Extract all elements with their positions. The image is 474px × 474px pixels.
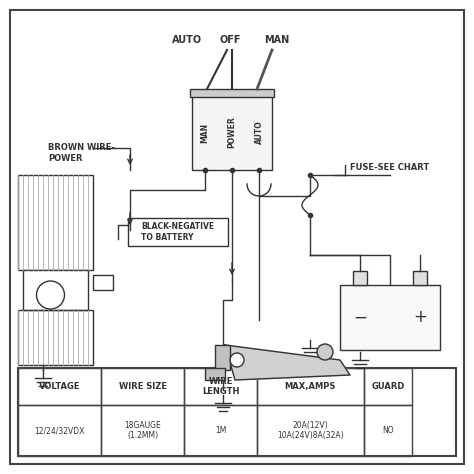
Bar — [101, 368, 184, 405]
Bar — [23, 270, 88, 310]
Text: OFF: OFF — [219, 35, 241, 45]
Text: VOLTAGE: VOLTAGE — [39, 382, 81, 391]
Polygon shape — [225, 345, 350, 380]
Text: MAX,AMPS: MAX,AMPS — [285, 382, 336, 391]
Bar — [18, 310, 93, 365]
Bar — [257, 405, 364, 456]
Bar — [340, 285, 440, 350]
Text: 18GAUGE
(1.2MM): 18GAUGE (1.2MM) — [125, 421, 161, 440]
Bar — [353, 271, 367, 285]
Text: 1M: 1M — [215, 426, 226, 435]
Text: 12/24/32VDX: 12/24/32VDX — [35, 426, 85, 435]
Bar — [364, 368, 412, 405]
Text: −: − — [353, 309, 367, 327]
Text: POWER: POWER — [228, 117, 237, 148]
Bar — [413, 271, 427, 285]
Text: +: + — [413, 309, 427, 327]
Text: FUSE-SEE CHART: FUSE-SEE CHART — [350, 164, 429, 173]
Text: MAN: MAN — [264, 35, 290, 45]
Text: GUARD: GUARD — [372, 382, 405, 391]
Text: AUTO: AUTO — [172, 35, 202, 45]
Text: BROWN WIRE-
POWER: BROWN WIRE- POWER — [48, 143, 115, 164]
Bar — [184, 405, 257, 456]
Text: WIRE SIZE: WIRE SIZE — [119, 382, 167, 391]
Bar — [257, 368, 364, 405]
Text: BLACK-NEGATIVE
TO BATTERY: BLACK-NEGATIVE TO BATTERY — [141, 222, 215, 242]
Bar — [192, 95, 272, 170]
Bar — [190, 89, 274, 97]
Text: WIRE
LENGTH: WIRE LENGTH — [202, 377, 239, 396]
Bar — [184, 368, 257, 405]
Text: 20A(12V)
10A(24V)8A(32A): 20A(12V) 10A(24V)8A(32A) — [277, 421, 344, 440]
Bar — [215, 345, 230, 370]
Circle shape — [317, 344, 333, 360]
Text: NO: NO — [383, 426, 394, 435]
Bar — [18, 368, 101, 405]
Bar — [93, 275, 113, 290]
Bar — [18, 405, 101, 456]
Bar — [18, 175, 93, 270]
Bar — [18, 368, 456, 456]
Text: AUTO: AUTO — [255, 120, 264, 145]
Bar — [128, 218, 228, 246]
Bar — [364, 405, 412, 456]
Text: MAN: MAN — [201, 122, 210, 143]
Bar — [101, 405, 184, 456]
Bar — [205, 368, 225, 380]
Circle shape — [230, 353, 244, 367]
